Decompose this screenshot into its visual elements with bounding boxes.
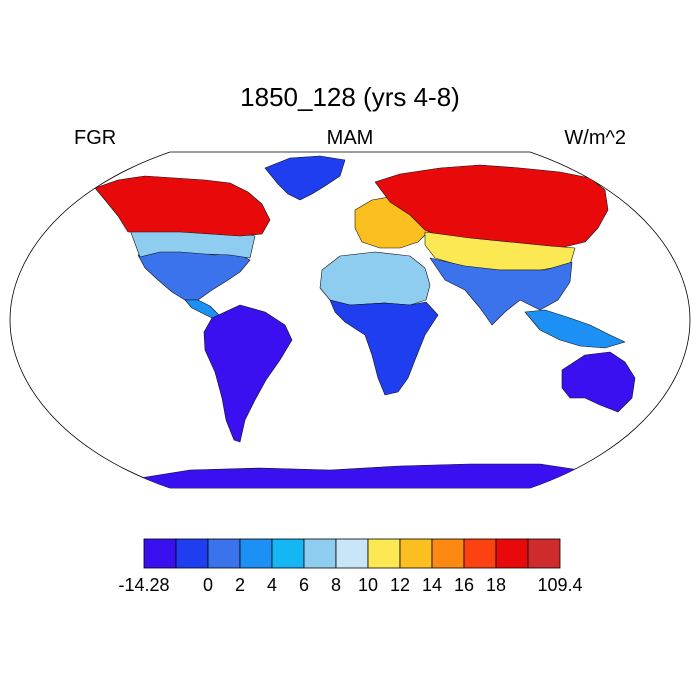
region-greenland xyxy=(264,155,346,201)
variable-label: FGR xyxy=(74,127,117,149)
region-southeast-asia xyxy=(524,309,626,349)
region-antarctica xyxy=(99,463,651,488)
region-asia-south xyxy=(429,257,573,326)
region-australia xyxy=(561,351,636,413)
colorbar-tick-label: 12 xyxy=(389,575,411,595)
colorbar-box xyxy=(495,538,529,569)
colorbar-box xyxy=(143,538,177,569)
colorbar-box xyxy=(335,538,369,569)
colorbar-box xyxy=(175,538,209,569)
colorbar-box xyxy=(527,538,561,569)
colorbar-tick-label: 10 xyxy=(357,575,379,595)
colorbar-box xyxy=(271,538,305,569)
plot-title: 1850_128 (yrs 4-8) xyxy=(240,82,460,112)
colorbar-box xyxy=(431,538,465,569)
colorbar-tick-label: 2 xyxy=(234,575,246,595)
colorbar-tick-label: 8 xyxy=(330,575,342,595)
colorbar-box xyxy=(303,538,337,569)
colorbar-tick-label: 109.4 xyxy=(537,575,583,595)
colorbar-box xyxy=(463,538,497,569)
units-label: W/m^2 xyxy=(564,127,626,149)
region-north-america-north xyxy=(94,175,271,237)
colorbar-tick-label: 18 xyxy=(485,575,507,595)
colorbar-box xyxy=(367,538,401,569)
colorbar-tick-label: 14 xyxy=(421,575,443,595)
colorbar-tick-label: 4 xyxy=(266,575,278,595)
region-asia-north xyxy=(374,164,609,249)
colorbar-box xyxy=(399,538,433,569)
region-africa-south xyxy=(329,299,439,396)
region-south-america xyxy=(203,304,293,443)
colorbar-box xyxy=(207,538,241,569)
colorbar-tick-label: 0 xyxy=(202,575,214,595)
season-label: MAM xyxy=(326,127,374,149)
colorbar-box xyxy=(239,538,273,569)
colorbar-tick-label: 16 xyxy=(453,575,475,595)
colorbar-tick-label: 6 xyxy=(298,575,310,595)
colorbar-tick-label: -14.28 xyxy=(118,575,170,595)
